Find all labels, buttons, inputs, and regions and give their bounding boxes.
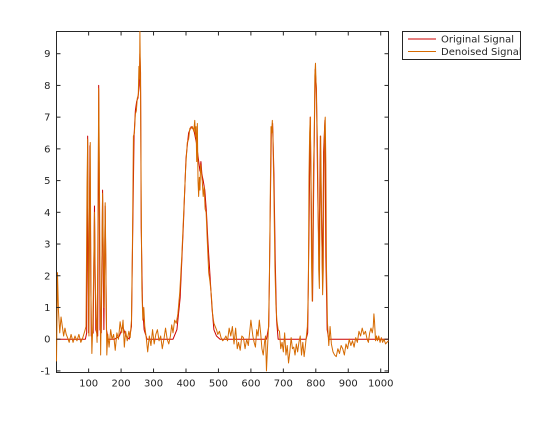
legend-box (402, 31, 521, 60)
x-axis: 100 200 300 400 500 600 700 800 900 1000 (79, 31, 393, 390)
x-tick-label: 700 (274, 379, 293, 390)
y-tick-label: 5 (44, 176, 50, 187)
series-line-denoised (56, 31, 389, 372)
y-tick-label: 4 (44, 208, 50, 219)
y-tick-label: 3 (44, 240, 50, 251)
x-tick-label: 400 (176, 379, 195, 390)
y-tick-label: 7 (44, 113, 50, 124)
plot-area (56, 31, 389, 373)
x-tick-label: 100 (79, 379, 98, 390)
x-tick-label: 800 (306, 379, 325, 390)
legend-label-denoised: Denoised Signal (441, 47, 522, 58)
y-tick-label: -1 (41, 366, 51, 377)
y-axis: -1 0 1 2 3 4 5 6 7 8 9 (41, 49, 389, 377)
y-tick-label: 2 (44, 271, 50, 282)
legend: Original Signal Denoised Signal (402, 31, 522, 60)
series-layer (56, 31, 389, 372)
y-tick-label: 8 (44, 81, 50, 92)
x-tick-label: 600 (241, 379, 260, 390)
x-tick-label: 300 (144, 379, 163, 390)
x-tick-label: 500 (209, 379, 228, 390)
y-tick-label: 1 (44, 303, 50, 314)
y-tick-label: 6 (44, 144, 50, 155)
x-tick-label: 900 (339, 379, 358, 390)
y-tick-label: 9 (44, 49, 50, 60)
legend-label-original: Original Signal (441, 35, 514, 46)
x-tick-label: 200 (112, 379, 131, 390)
y-tick-label: 0 (44, 335, 50, 346)
x-tick-label: 1000 (368, 379, 393, 390)
